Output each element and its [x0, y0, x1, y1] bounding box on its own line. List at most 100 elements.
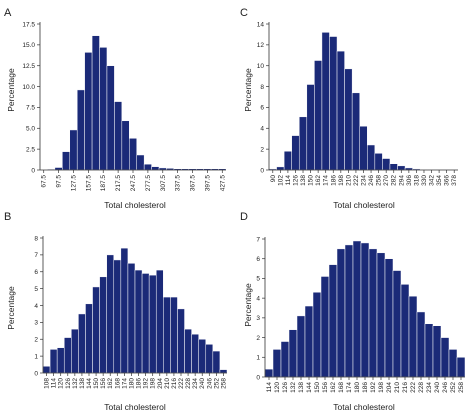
- x-tick-label: 222: [410, 382, 417, 393]
- bar-c-2: [283, 150, 292, 171]
- y-tick-label: 2: [256, 335, 260, 342]
- y-tick-label: 4: [34, 303, 38, 310]
- y-tick-label: 3: [34, 320, 38, 327]
- bar-b-11: [120, 247, 129, 374]
- bar-c-15: [382, 158, 391, 171]
- x-tick-label: 162: [330, 382, 337, 393]
- x-tick-label: 108: [44, 378, 51, 389]
- bar-c-5: [306, 84, 315, 171]
- y-tick-label: 6: [256, 256, 260, 263]
- x-tick-label: 228: [418, 382, 425, 393]
- x-tick-label: 252: [213, 378, 220, 389]
- y-tick-label: 8: [34, 235, 38, 242]
- x-tick-label: 174: [346, 382, 353, 393]
- bar-a-3: [62, 151, 71, 171]
- bar-b-3: [63, 337, 72, 374]
- bar-d-21: [432, 325, 442, 378]
- y-tick-label: 17.5: [22, 21, 35, 28]
- y-tick-label: 10.0: [22, 84, 35, 91]
- bar-d-10: [344, 244, 354, 378]
- y-tick-label: 5: [256, 276, 260, 283]
- x-tick-label: 198: [338, 175, 345, 186]
- y-tick-label: 2: [34, 337, 38, 344]
- bar-b-21: [191, 333, 199, 374]
- x-tick-label: 210: [164, 378, 171, 389]
- bar-d-2: [280, 341, 290, 378]
- x-tick-label: 198: [150, 378, 157, 389]
- bar-b-15: [148, 274, 157, 374]
- bar-a-13: [136, 154, 145, 171]
- x-tick-label: 168: [114, 378, 121, 389]
- bar-c-9: [336, 50, 345, 171]
- bar-d-6: [312, 291, 322, 378]
- x-tick-label: 210: [394, 382, 401, 393]
- bar-d-11: [352, 240, 362, 378]
- x-tick-label: 277.5: [145, 175, 152, 192]
- bar-a-8: [99, 47, 108, 171]
- bar-b-1: [49, 349, 58, 374]
- bar-c-12: [359, 125, 368, 171]
- bar-d-17: [400, 284, 410, 378]
- bar-d-12: [360, 242, 370, 378]
- y-tick-label: 10: [257, 63, 265, 70]
- chart-panel-a: A Percentage Total cholesterol 0 2.5 5.0 7.5 10…: [4, 7, 226, 210]
- x-tick-label: 120: [274, 382, 281, 393]
- x-tick-label: 270: [383, 175, 390, 186]
- x-tick-label: 162: [107, 378, 114, 389]
- x-axis-title-c: Total cholesterol: [333, 200, 395, 210]
- bar-b-20: [184, 328, 192, 374]
- x-tick-label: 367.5: [190, 175, 197, 192]
- x-tick-label: 150: [93, 378, 100, 389]
- bar-d-5: [304, 305, 314, 378]
- y-tick-label: 7: [34, 252, 38, 259]
- x-axis-title-a: Total cholesterol: [104, 200, 166, 210]
- bar-b-7: [92, 286, 100, 374]
- y-tick-label: 12: [257, 42, 265, 49]
- bar-b-19: [177, 308, 185, 374]
- panel-letter-c: C: [240, 7, 248, 19]
- bar-d-8: [328, 264, 338, 378]
- x-tick-label: 222: [178, 378, 185, 389]
- x-tick-label: 192: [143, 378, 150, 389]
- bar-a-6: [84, 52, 93, 171]
- x-tick-label: 240: [199, 378, 206, 389]
- x-tick-label: 306: [406, 175, 413, 186]
- panel-letter-b: B: [4, 211, 11, 223]
- bar-d-3: [288, 329, 298, 378]
- x-tick-label: 138: [79, 378, 86, 389]
- bar-b-23: [205, 344, 214, 374]
- bar-d-4: [296, 315, 306, 378]
- bar-b-4: [71, 328, 79, 374]
- y-tick-label: 0: [260, 167, 264, 174]
- bar-b-14: [141, 273, 150, 374]
- y-axis-title-a: Percentage: [6, 68, 16, 112]
- y-tick-label: 3: [256, 315, 260, 322]
- x-tick-label: 132: [290, 382, 297, 393]
- x-tick-label: 174: [121, 378, 128, 389]
- y-tick-label: 0: [34, 370, 38, 377]
- bar-c-17: [397, 165, 406, 171]
- bar-a-12: [129, 138, 137, 171]
- x-tick-label: 144: [306, 382, 313, 393]
- bar-d-19: [416, 311, 426, 378]
- y-tick-label: 12.5: [22, 63, 35, 70]
- x-tick-label: 186: [362, 382, 369, 393]
- x-axis-title-b: Total cholesterol: [104, 402, 166, 412]
- bar-d-15: [384, 258, 394, 378]
- bar-d-14: [376, 252, 386, 378]
- bar-b-22: [198, 339, 207, 374]
- x-tick-label: 354: [436, 175, 443, 186]
- bar-a-11: [121, 120, 130, 171]
- x-tick-label: 127.5: [70, 175, 77, 192]
- x-tick-label: 150: [314, 382, 321, 393]
- bar-c-16: [389, 163, 398, 171]
- x-tick-label: 150: [308, 175, 315, 186]
- y-tick-label: 8: [260, 84, 264, 91]
- bar-c-6: [314, 60, 323, 171]
- x-tick-label: 222: [353, 175, 360, 186]
- bar-d-20: [424, 323, 434, 378]
- x-tick-label: 186: [330, 175, 337, 186]
- x-tick-label: 234: [426, 382, 433, 393]
